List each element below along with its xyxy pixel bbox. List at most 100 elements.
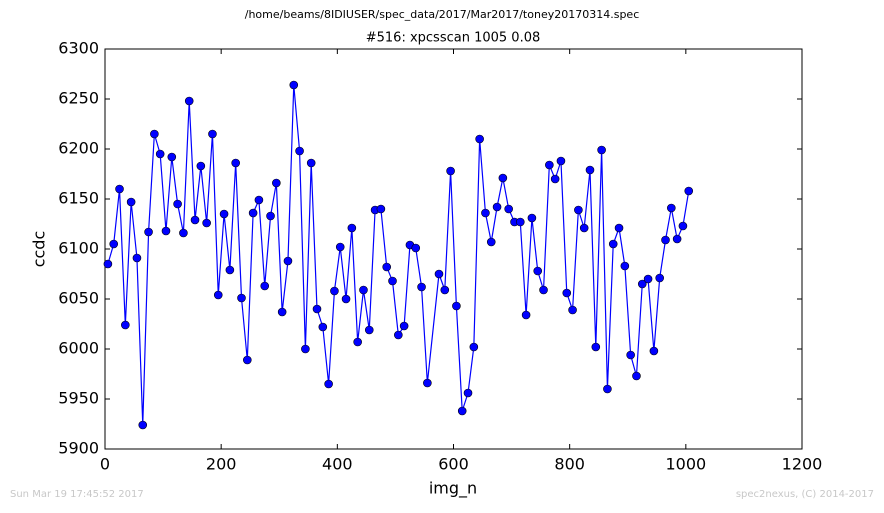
y-tick-label: 6050	[58, 289, 99, 308]
data-point	[289, 80, 299, 90]
data-point	[382, 262, 392, 272]
y-tick-label: 6250	[58, 89, 99, 108]
x-tick-label: 200	[206, 455, 237, 474]
data-point	[144, 227, 153, 237]
data-point	[661, 235, 670, 245]
x-tick-label: 0	[100, 455, 110, 474]
data-point	[277, 307, 287, 317]
data-point	[196, 161, 206, 171]
data-point	[330, 286, 339, 296]
data-point	[457, 406, 467, 416]
data-point	[225, 265, 235, 275]
x-tick-label: 1200	[782, 455, 823, 474]
data-point	[347, 223, 357, 233]
chart-subtitle: #516: xpcsscan 1005 0.08	[366, 31, 541, 46]
data-point	[667, 203, 676, 213]
data-point	[562, 288, 572, 298]
y-tick-label: 6000	[58, 339, 99, 358]
footer-credit: spec2nexus, (C) 2014-2017	[736, 489, 874, 500]
x-tick-label: 400	[322, 455, 353, 474]
data-point	[150, 129, 159, 139]
y-tick-label: 5900	[58, 439, 99, 458]
data-point	[132, 253, 142, 263]
data-point	[376, 204, 386, 214]
data-point	[353, 337, 362, 347]
data-point	[109, 239, 119, 249]
data-point	[486, 237, 496, 247]
data-point	[452, 301, 461, 311]
data-point	[643, 274, 653, 284]
data-line	[107, 84, 690, 426]
data-point	[527, 213, 537, 223]
y-tick-label: 5950	[58, 389, 99, 408]
data-point	[515, 217, 525, 227]
data-point	[603, 384, 612, 394]
data-point	[266, 211, 275, 221]
data-point	[190, 215, 200, 225]
data-point	[254, 195, 264, 205]
data-point	[585, 165, 595, 175]
data-point	[184, 96, 194, 106]
data-point	[260, 281, 270, 291]
data-point	[155, 149, 165, 159]
data-point	[481, 208, 490, 218]
data-point	[423, 378, 432, 388]
data-point	[649, 346, 659, 356]
data-point	[591, 342, 601, 352]
data-point	[475, 134, 484, 144]
data-point	[672, 234, 682, 244]
data-point	[179, 228, 188, 238]
data-point	[237, 293, 246, 303]
data-point	[440, 285, 450, 295]
y-tick-label: 6200	[58, 139, 99, 158]
data-point	[568, 305, 577, 315]
data-point	[243, 355, 252, 365]
data-point	[231, 158, 240, 168]
data-point	[312, 304, 322, 314]
x-tick-label: 800	[554, 455, 585, 474]
data-point	[539, 285, 548, 295]
data-point	[417, 282, 426, 292]
data-point	[103, 259, 113, 269]
data-point	[161, 226, 171, 236]
data-point	[283, 256, 293, 266]
data-point	[219, 209, 229, 219]
data-point	[306, 158, 316, 168]
data-point	[295, 146, 304, 156]
data-point	[213, 290, 223, 300]
data-point	[637, 279, 647, 289]
data-point	[335, 242, 345, 252]
data-point	[545, 160, 554, 170]
data-point	[533, 266, 543, 276]
data-point	[121, 320, 130, 330]
data-point	[678, 221, 688, 231]
data-point	[492, 202, 502, 212]
data-point	[167, 152, 177, 162]
data-point	[463, 388, 473, 398]
y-axis-label: ccdc	[30, 231, 49, 268]
x-axis-label: img_n	[429, 479, 477, 499]
data-point	[248, 208, 258, 218]
data-point	[126, 197, 136, 207]
data-point	[574, 205, 583, 215]
data-point	[202, 218, 211, 228]
data-point	[469, 342, 479, 352]
data-point	[434, 269, 444, 279]
y-tick-label: 6150	[58, 189, 99, 208]
x-tick-label: 600	[438, 455, 469, 474]
data-point	[341, 294, 351, 304]
data-point	[608, 239, 618, 249]
data-point	[597, 145, 606, 155]
data-point	[620, 261, 630, 271]
data-point	[208, 129, 217, 139]
data-point	[359, 285, 368, 295]
data-point	[579, 223, 589, 233]
data-point	[556, 156, 566, 166]
data-point	[521, 310, 531, 320]
data-point	[138, 420, 148, 430]
chart-title: /home/beams/8IDIUSER/spec_data/2017/Mar2…	[245, 8, 640, 21]
data-point	[272, 178, 281, 188]
